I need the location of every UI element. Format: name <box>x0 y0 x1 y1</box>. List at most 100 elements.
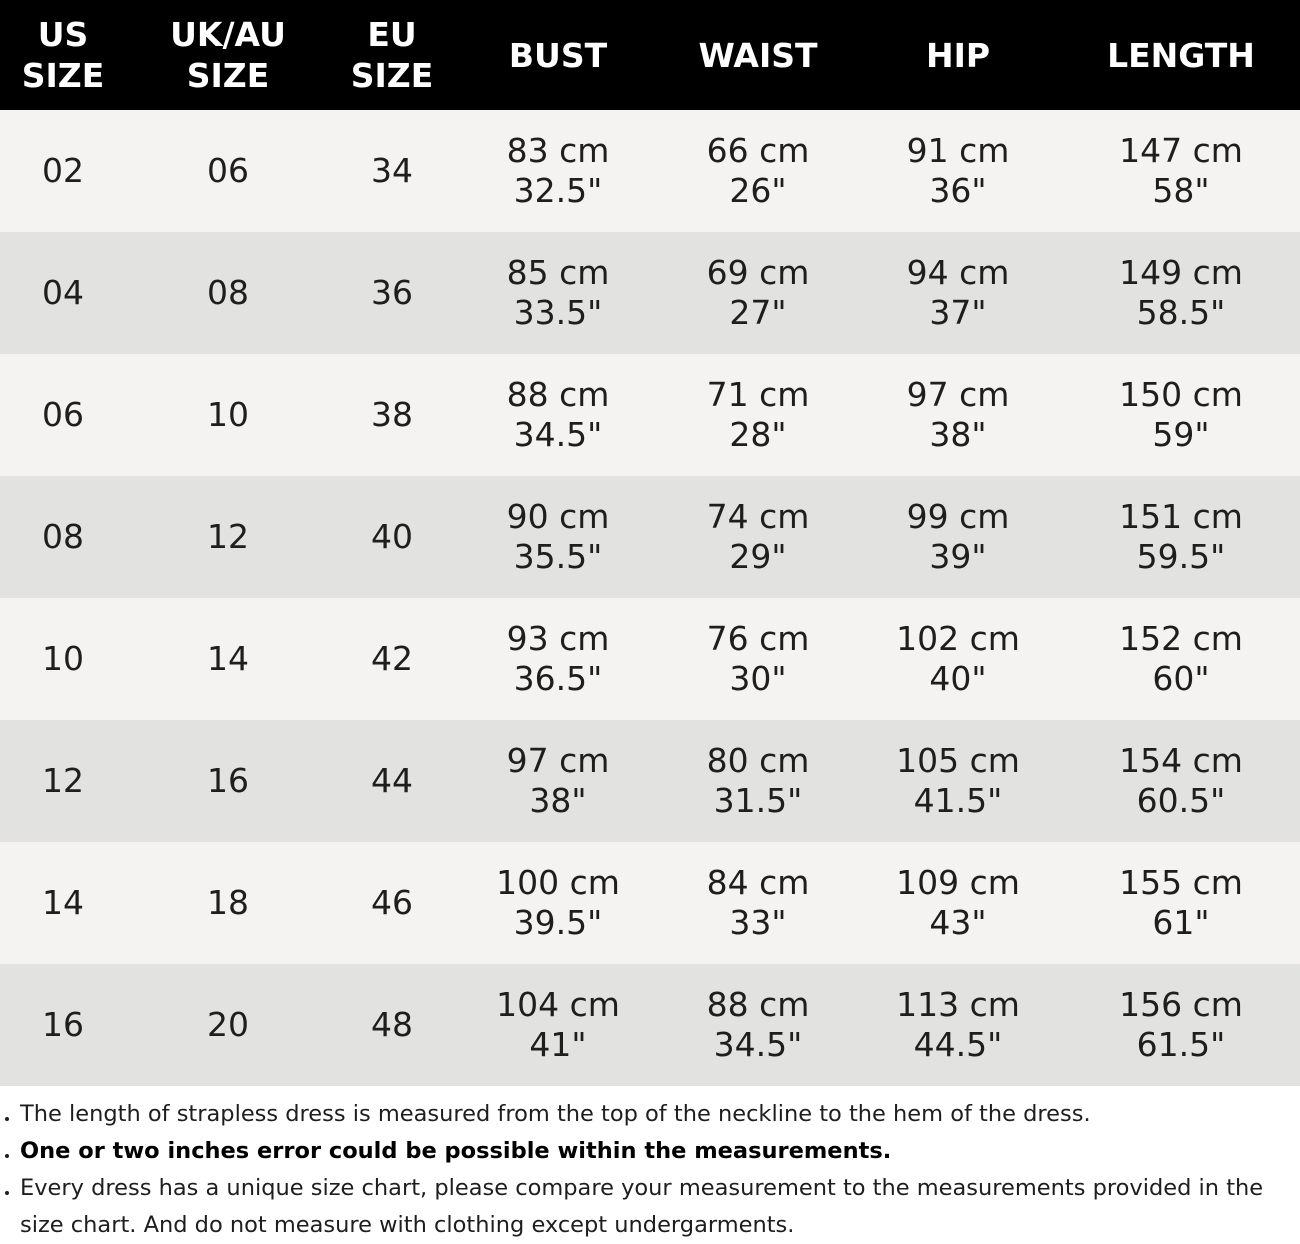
length-cell: 147 cm 58" <box>1062 110 1300 232</box>
table-row: 16 20 48 104 cm 41" 88 cm 34.5" 113 cm 44.5" 156 … <box>0 964 1300 1086</box>
hip-cell: 94 cm 37" <box>854 232 1062 354</box>
value: 10 <box>207 395 249 434</box>
bust-cell: 85 cm 33.5" <box>454 232 662 354</box>
value-cm: 71 cm <box>706 375 810 414</box>
value-inch: 34.5" <box>713 1025 803 1064</box>
eu-size-cell: 40 <box>330 476 454 598</box>
uk-au-size-cell: 20 <box>126 964 330 1086</box>
value-cm: 69 cm <box>706 253 810 292</box>
uk-au-size-cell: 08 <box>126 232 330 354</box>
value: 14 <box>207 639 249 678</box>
eu-size-cell: 46 <box>330 842 454 964</box>
header-bust: BUST <box>454 0 662 110</box>
value-inch: 29" <box>729 537 787 576</box>
value: 40 <box>371 517 413 556</box>
value: 08 <box>42 517 84 556</box>
us-size-cell: 06 <box>0 354 126 476</box>
value-inch: 37" <box>929 293 987 332</box>
header-eu-size: EU SIZE <box>330 0 454 110</box>
value: 38 <box>371 395 413 434</box>
value: 14 <box>42 883 84 922</box>
size-chart: US SIZE UK/AU SIZE EU SIZE BUST WAIST HI… <box>0 0 1300 1086</box>
note-text: One or two inches error could be possibl… <box>20 1138 892 1164</box>
hip-cell: 91 cm 36" <box>854 110 1062 232</box>
value-inch: 38" <box>529 781 587 820</box>
header-waist-label: WAIST <box>698 35 818 75</box>
waist-cell: 69 cm 27" <box>662 232 854 354</box>
header-us-size-line2: SIZE <box>21 56 105 95</box>
us-size-cell: 02 <box>0 110 126 232</box>
eu-size-cell: 34 <box>330 110 454 232</box>
value-cm: 155 cm <box>1119 863 1243 902</box>
value: 36 <box>371 273 413 312</box>
header-length-label: LENGTH <box>1107 35 1255 75</box>
value-inch: 27" <box>729 293 787 332</box>
value-inch: 61.5" <box>1136 1025 1226 1064</box>
hip-cell: 109 cm 43" <box>854 842 1062 964</box>
value-cm: 94 cm <box>906 253 1010 292</box>
bust-cell: 88 cm 34.5" <box>454 354 662 476</box>
uk-au-size-cell: 18 <box>126 842 330 964</box>
length-cell: 150 cm 59" <box>1062 354 1300 476</box>
value-inch: 33" <box>729 903 787 942</box>
uk-au-size-cell: 12 <box>126 476 330 598</box>
size-chart-body: 02 06 34 83 cm 32.5" 66 cm 26" 91 cm 36" 147 cm 58… <box>0 110 1300 1086</box>
value-cm: 152 cm <box>1119 619 1243 658</box>
value-cm: 88 cm <box>706 985 810 1024</box>
bust-cell: 93 cm 36.5" <box>454 598 662 720</box>
size-chart-header: US SIZE UK/AU SIZE EU SIZE BUST WAIST HI… <box>0 0 1300 110</box>
value-cm: 97 cm <box>906 375 1010 414</box>
bullet-icon <box>5 1191 9 1195</box>
hip-cell: 97 cm 38" <box>854 354 1062 476</box>
value: 16 <box>207 761 249 800</box>
eu-size-cell: 44 <box>330 720 454 842</box>
table-row: 08 12 40 90 cm 35.5" 74 cm 29" 99 cm 39" 151 cm 59… <box>0 476 1300 598</box>
value-cm: 100 cm <box>496 863 620 902</box>
note-text: The length of strapless dress is measure… <box>20 1101 1091 1127</box>
value-inch: 59.5" <box>1136 537 1226 576</box>
table-row: 02 06 34 83 cm 32.5" 66 cm 26" 91 cm 36" 147 cm 58… <box>0 110 1300 232</box>
length-cell: 152 cm 60" <box>1062 598 1300 720</box>
us-size-cell: 14 <box>0 842 126 964</box>
waist-cell: 80 cm 31.5" <box>662 720 854 842</box>
value-cm: 80 cm <box>706 741 810 780</box>
value: 04 <box>42 273 84 312</box>
value-cm: 84 cm <box>706 863 810 902</box>
table-row: 10 14 42 93 cm 36.5" 76 cm 30" 102 cm 40" 152 cm 6… <box>0 598 1300 720</box>
value-cm: 90 cm <box>506 497 610 536</box>
value: 20 <box>207 1005 249 1044</box>
header-waist: WAIST <box>662 0 854 110</box>
waist-cell: 66 cm 26" <box>662 110 854 232</box>
value-cm: 105 cm <box>896 741 1020 780</box>
value-inch: 33.5" <box>513 293 603 332</box>
uk-au-size-cell: 10 <box>126 354 330 476</box>
value: 10 <box>42 639 84 678</box>
value-inch: 38" <box>929 415 987 454</box>
bust-cell: 104 cm 41" <box>454 964 662 1086</box>
value-cm: 102 cm <box>896 619 1020 658</box>
value-inch: 36.5" <box>513 659 603 698</box>
value: 08 <box>207 273 249 312</box>
header-bust-label: BUST <box>508 35 608 75</box>
value-cm: 83 cm <box>506 131 610 170</box>
value-cm: 99 cm <box>906 497 1010 536</box>
value-cm: 149 cm <box>1119 253 1243 292</box>
value-inch: 26" <box>729 171 787 210</box>
eu-size-cell: 48 <box>330 964 454 1086</box>
value-inch: 60.5" <box>1136 781 1226 820</box>
value-inch: 61" <box>1152 903 1210 942</box>
value-cm: 151 cm <box>1119 497 1243 536</box>
length-cell: 156 cm 61.5" <box>1062 964 1300 1086</box>
value-cm: 88 cm <box>506 375 610 414</box>
value-inch: 35.5" <box>513 537 603 576</box>
length-cell: 151 cm 59.5" <box>1062 476 1300 598</box>
header-hip-label: HIP <box>925 35 991 75</box>
table-row: 14 18 46 100 cm 39.5" 84 cm 33" 109 cm 43" 155 cm… <box>0 842 1300 964</box>
waist-cell: 71 cm 28" <box>662 354 854 476</box>
value-cm: 97 cm <box>506 741 610 780</box>
value-cm: 150 cm <box>1119 375 1243 414</box>
bullet-icon <box>5 1154 9 1158</box>
value-inch: 59" <box>1152 415 1210 454</box>
value: 34 <box>371 151 413 190</box>
notes-list: The length of strapless dress is measure… <box>0 1086 1300 1244</box>
